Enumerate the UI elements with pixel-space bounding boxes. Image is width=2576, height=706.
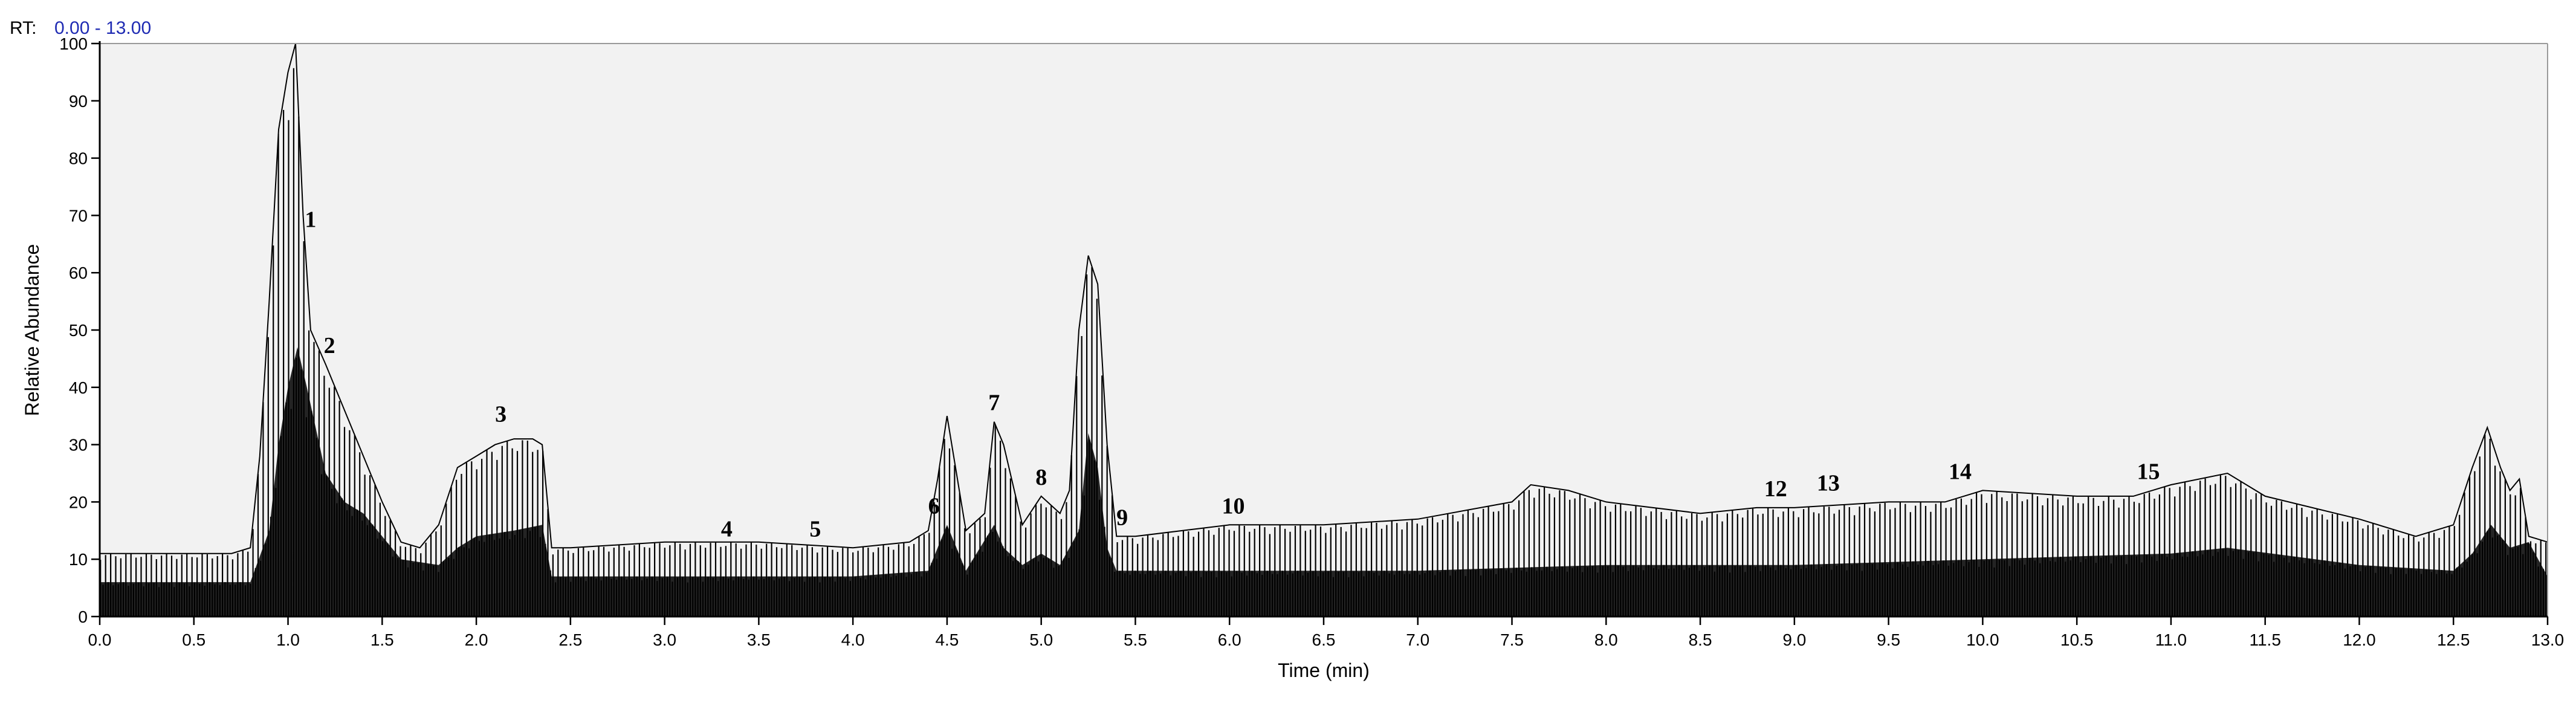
peak-label-7: 7 bbox=[988, 390, 1000, 416]
peak-label-6: 6 bbox=[928, 493, 940, 519]
peak-label-1: 1 bbox=[305, 207, 316, 232]
x-tick-label: 10.5 bbox=[2060, 630, 2094, 649]
peak-label-8: 8 bbox=[1035, 465, 1047, 490]
x-tick-label: 8.0 bbox=[1594, 630, 1618, 649]
peak-label-4: 4 bbox=[721, 516, 733, 542]
x-tick-label: 12.0 bbox=[2343, 630, 2376, 649]
x-tick-label: 5.0 bbox=[1029, 630, 1053, 649]
plot-frame bbox=[100, 43, 2548, 617]
peak-label-15: 15 bbox=[2137, 459, 2160, 484]
peak-label-9: 9 bbox=[1116, 505, 1128, 530]
x-tick-label: 2.5 bbox=[558, 630, 582, 649]
x-tick-label: 9.0 bbox=[1782, 630, 1806, 649]
x-tick-label: 11.0 bbox=[2155, 630, 2187, 649]
x-tick-label: 9.5 bbox=[1877, 630, 1900, 649]
trace-layer bbox=[100, 43, 2548, 617]
y-axis-title: Relative Abundance bbox=[21, 244, 43, 416]
peak-label-5: 5 bbox=[809, 516, 821, 542]
x-tick-label: 0.0 bbox=[88, 630, 112, 649]
x-tick-label: 4.0 bbox=[841, 630, 865, 649]
y-tick-label: 90 bbox=[69, 92, 88, 111]
x-tick-label: 8.5 bbox=[1689, 630, 1712, 649]
x-tick-label: 1.5 bbox=[371, 630, 394, 649]
x-tick-label: 6.5 bbox=[1312, 630, 1336, 649]
peak-label-14: 14 bbox=[1949, 459, 1972, 484]
x-tick-label: 5.5 bbox=[1124, 630, 1147, 649]
y-tick-label: 40 bbox=[69, 378, 88, 397]
trace-lower-fill bbox=[100, 347, 2548, 617]
y-tick-label: 100 bbox=[59, 34, 88, 53]
rt-prefix: RT: bbox=[10, 18, 36, 38]
x-tick-label: 3.5 bbox=[747, 630, 771, 649]
x-tick-label: 2.0 bbox=[465, 630, 488, 649]
axes: 0.0 0.5 1.0 1.5 2.0 2.5 3.0 3.5 4.0 4.5 5.0 5.5 6.0 6… bbox=[59, 34, 2564, 649]
peak-label-2: 2 bbox=[324, 333, 335, 358]
rt-range: 0.00 - 13.00 bbox=[54, 18, 151, 38]
x-tick-label: 12.5 bbox=[2437, 630, 2470, 649]
x-tick-label: 7.0 bbox=[1406, 630, 1429, 649]
y-tick-label: 30 bbox=[69, 436, 88, 455]
y-tick-label: 10 bbox=[69, 550, 88, 569]
peak-label-10: 10 bbox=[1222, 493, 1244, 519]
y-tick-label: 70 bbox=[69, 206, 88, 225]
y-tick-label: 80 bbox=[69, 149, 88, 168]
x-tick-label: 13.0 bbox=[2531, 630, 2565, 649]
x-tick-label: 3.0 bbox=[653, 630, 676, 649]
x-tick-label: 10.0 bbox=[1966, 630, 1999, 649]
x-tick-label: 1.0 bbox=[276, 630, 300, 649]
trace-upper-envelope bbox=[100, 43, 2548, 554]
x-axis-title: Time (min) bbox=[1278, 659, 1370, 681]
x-tick-label: 11.5 bbox=[2249, 630, 2280, 649]
y-tick-label: 60 bbox=[69, 264, 88, 282]
y-tick-label: 20 bbox=[69, 493, 88, 511]
y-tick-label: 50 bbox=[69, 321, 88, 340]
x-tick-label: 4.5 bbox=[935, 630, 959, 649]
peak-label-13: 13 bbox=[1817, 470, 1840, 496]
x-tick-label: 0.5 bbox=[182, 630, 205, 649]
peak-label-12: 12 bbox=[1764, 476, 1787, 502]
x-tick-label: 6.0 bbox=[1218, 630, 1241, 649]
y-tick-label: 0 bbox=[78, 607, 88, 626]
x-tick-label: 7.5 bbox=[1500, 630, 1524, 649]
peak-label-3: 3 bbox=[495, 402, 506, 427]
